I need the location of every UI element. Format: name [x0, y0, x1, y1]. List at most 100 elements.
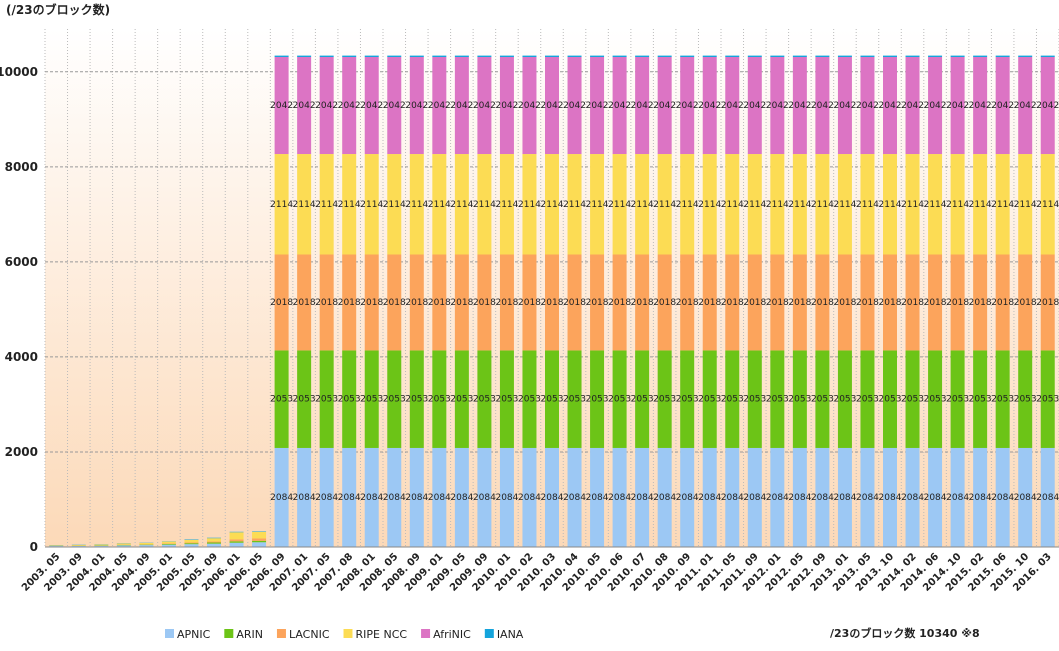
- data-label: 2053: [969, 395, 992, 405]
- data-label: 2042: [991, 101, 1014, 111]
- bar-segment: [950, 350, 965, 448]
- legend-label: APNIC: [177, 628, 211, 641]
- data-label: 2018: [901, 298, 924, 308]
- bar-segment: [860, 154, 875, 255]
- bar-segment: [590, 350, 605, 448]
- data-label: 2084: [676, 493, 699, 503]
- data-label: 2084: [788, 493, 811, 503]
- bar-segment: [477, 350, 492, 448]
- data-label: 2114: [969, 200, 992, 210]
- bar-segment: [274, 56, 289, 155]
- bar-segment: [973, 154, 988, 255]
- bar-segment: [567, 447, 582, 547]
- legend-label: AfriNIC: [433, 628, 471, 641]
- bar-segment: [770, 55, 785, 57]
- data-label: 2114: [383, 200, 406, 210]
- data-label: 2053: [360, 395, 383, 405]
- y-tick-label: 8000: [5, 160, 38, 174]
- bar-segment: [207, 543, 221, 547]
- data-label: 2018: [833, 298, 856, 308]
- data-label: 2053: [541, 395, 564, 405]
- data-label: 2114: [518, 200, 541, 210]
- legend-swatch: [421, 629, 431, 638]
- data-label: 2018: [608, 298, 631, 308]
- bar-segment: [567, 55, 582, 57]
- bar-segment: [252, 531, 267, 539]
- bar-segment: [161, 543, 176, 545]
- data-label: 2114: [788, 200, 811, 210]
- data-label: 2114: [270, 200, 293, 210]
- data-label: 2053: [721, 395, 744, 405]
- bar-segment: [387, 447, 402, 547]
- bar-segment: [702, 55, 717, 57]
- bar-segment: [297, 154, 312, 255]
- data-label: 2018: [653, 298, 676, 308]
- bar-segment: [702, 447, 717, 547]
- data-label: 2053: [901, 395, 924, 405]
- bar-segment: [815, 56, 830, 155]
- bar-segment: [274, 55, 289, 57]
- bar-segment: [612, 447, 627, 547]
- data-label: 2053: [428, 395, 451, 405]
- data-label: 2084: [518, 493, 541, 503]
- bar-segment: [567, 56, 582, 155]
- bar-segment: [725, 447, 740, 547]
- bar-segment: [139, 545, 154, 547]
- bar-segment: [342, 55, 357, 57]
- bar-segment: [680, 350, 695, 448]
- data-label: 2084: [969, 493, 992, 503]
- bar-segment: [342, 154, 357, 255]
- bar-segment: [995, 254, 1010, 351]
- data-label: 2114: [1036, 200, 1059, 210]
- bar-segment: [860, 447, 875, 547]
- data-label: 2084: [743, 493, 766, 503]
- data-label: 2018: [631, 298, 654, 308]
- data-label: 2053: [676, 395, 699, 405]
- bar-segment: [1018, 56, 1033, 155]
- data-label: 2018: [1036, 298, 1059, 308]
- data-label: 2053: [788, 395, 811, 405]
- data-label: 2042: [653, 101, 676, 111]
- data-label: 2042: [721, 101, 744, 111]
- bar-segment: [454, 350, 469, 448]
- bar-segment: [792, 154, 807, 255]
- bar-segment: [928, 254, 943, 351]
- data-label: 2018: [293, 298, 316, 308]
- data-label: 2042: [563, 101, 586, 111]
- data-label: 2053: [653, 395, 676, 405]
- data-label: 2084: [653, 493, 676, 503]
- bar-segment: [116, 545, 131, 547]
- bar-segment: [747, 154, 762, 255]
- data-label: 2042: [293, 101, 316, 111]
- data-label: 2018: [743, 298, 766, 308]
- bar-segment: [860, 55, 875, 57]
- bar-segment: [792, 254, 807, 351]
- data-label: 2114: [743, 200, 766, 210]
- data-label: 2053: [991, 395, 1014, 405]
- data-label: 2114: [338, 200, 361, 210]
- bar-segment: [342, 350, 357, 448]
- data-label: 2053: [383, 395, 406, 405]
- data-label: 2042: [450, 101, 473, 111]
- bar-segment: [274, 254, 289, 351]
- bar-segment: [545, 154, 559, 255]
- bar-segment: [590, 56, 605, 155]
- data-label: 2114: [879, 200, 902, 210]
- bar-segment: [522, 55, 537, 57]
- data-label: 2018: [383, 298, 406, 308]
- data-label: 2018: [698, 298, 721, 308]
- data-label: 2042: [676, 101, 699, 111]
- bar-segment: [229, 539, 244, 542]
- legend-label: IANA: [497, 628, 524, 641]
- data-label: 2084: [856, 493, 879, 503]
- bar-segment: [657, 154, 672, 255]
- bar-segment: [612, 56, 627, 155]
- bar-segment: [590, 254, 605, 351]
- bar-segment: [387, 55, 402, 57]
- data-label: 2018: [405, 298, 428, 308]
- bar-segment: [545, 350, 559, 448]
- bar-segment: [657, 55, 672, 57]
- bar-segment: [905, 254, 920, 351]
- bar-segment: [432, 447, 447, 547]
